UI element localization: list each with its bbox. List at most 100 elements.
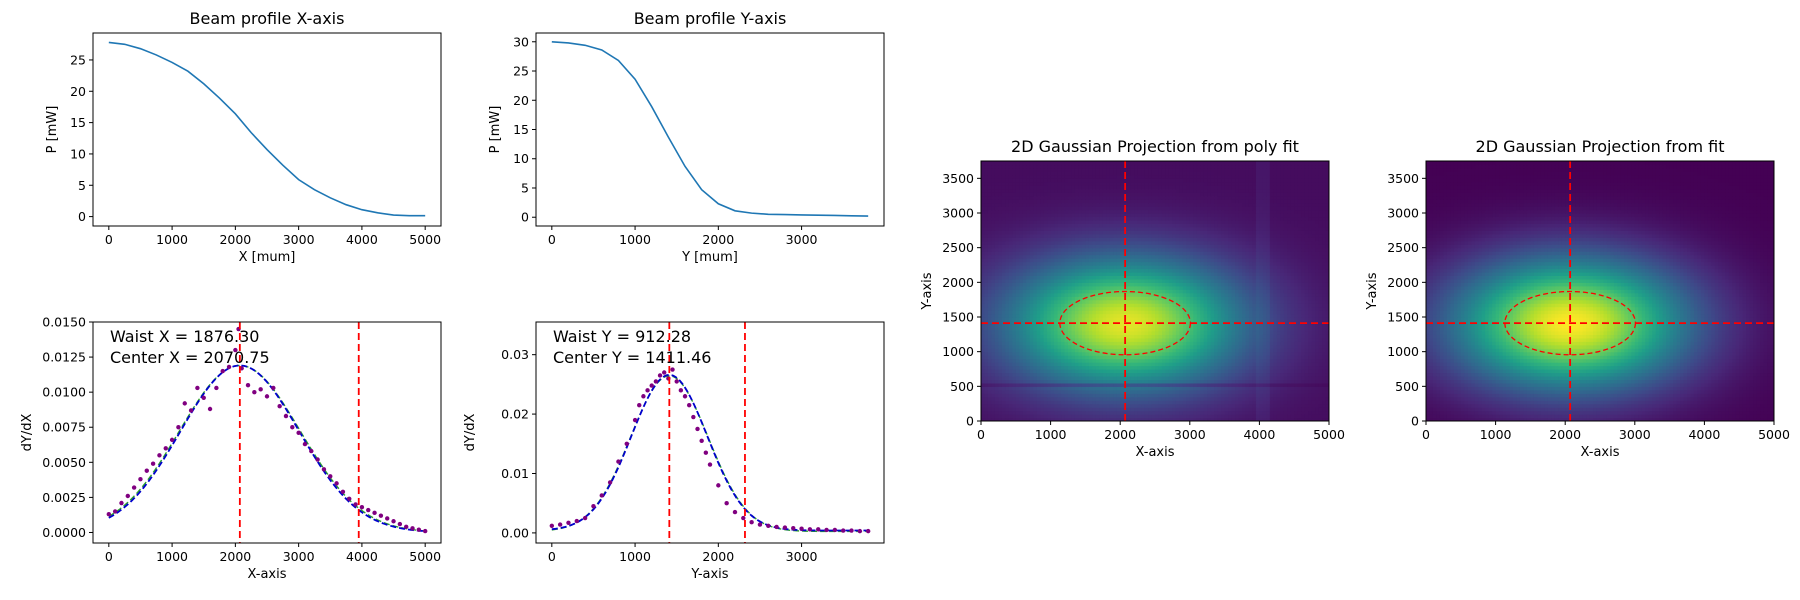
heatmap-cell [1238, 393, 1243, 398]
heatmap-cell [1221, 282, 1226, 287]
heatmap-cell [1238, 285, 1243, 290]
heatmap-cell [1050, 285, 1055, 290]
heatmap-cell [1294, 296, 1299, 301]
heatmap-cell [1283, 303, 1288, 308]
heatmap-cell [1092, 296, 1097, 301]
heatmap-cell [1231, 407, 1236, 412]
heatmap-cell [1161, 323, 1167, 328]
heatmap-cell [998, 265, 1003, 270]
heatmap-cell [1228, 341, 1233, 346]
heatmap-cell [1116, 407, 1121, 412]
heatmap-cell [1081, 410, 1086, 415]
heatmap-cell [1179, 407, 1184, 412]
heatmap-cell [1266, 407, 1271, 412]
heatmap-cell [1106, 351, 1111, 356]
heatmap-cell [1141, 337, 1146, 342]
heatmap-cell [1029, 358, 1034, 363]
heatmap-cell [1099, 296, 1104, 301]
heatmap-cell [991, 289, 996, 294]
heatmap-cell [1008, 275, 1013, 280]
heatmap-cell [1193, 265, 1198, 270]
heatmap-cell [1248, 299, 1254, 304]
heatmap-cell [994, 382, 999, 387]
heatmap-cell [1269, 271, 1274, 276]
heatmap-cell [1127, 403, 1132, 408]
heatmap-cell [1308, 348, 1313, 353]
heatmap-cell [1151, 386, 1156, 391]
heatmap-cell [1301, 355, 1306, 360]
data-point [841, 528, 846, 533]
heatmap-cell [1168, 310, 1173, 315]
heatmap-cell [1193, 299, 1198, 304]
heatmap-cell [1043, 375, 1048, 380]
heatmap-cell [1165, 296, 1170, 301]
heatmap-cell [1224, 358, 1229, 363]
heatmap-cell [1224, 396, 1229, 401]
heatmap-cell [1175, 330, 1180, 335]
heatmap-cell [1148, 410, 1153, 415]
heatmap-cell [1322, 327, 1327, 332]
heatmap-cell [1026, 327, 1031, 332]
heatmap-cell [1165, 271, 1170, 276]
heatmap-cell [1040, 351, 1045, 356]
heatmap-cell [1273, 389, 1278, 394]
plot-area [106, 322, 428, 543]
heatmap-cell [1210, 327, 1215, 332]
heatmap-cell [1078, 407, 1083, 412]
heatmap-cell [1001, 382, 1006, 387]
heatmap-cell [1207, 410, 1212, 415]
heatmap-cell [1245, 296, 1250, 301]
heatmap-cell [1322, 337, 1327, 342]
heatmap-cell [1040, 358, 1045, 363]
heatmap-cell [1175, 386, 1180, 391]
data-point [328, 474, 333, 479]
heatmap-cell [1109, 265, 1114, 270]
heatmap-cell [1158, 351, 1163, 356]
heatmap-cell [1175, 358, 1180, 363]
heatmap-cell [981, 275, 986, 280]
heatmap-cell [1242, 306, 1247, 311]
heatmap-cell [1008, 271, 1013, 276]
heatmap-cell [1033, 414, 1038, 419]
heatmap-cell [1144, 382, 1149, 387]
heatmap-cell [1290, 289, 1295, 294]
heatmap-cell [1179, 282, 1184, 287]
heatmap-cell [1269, 379, 1274, 384]
heatmap-cell [1182, 410, 1187, 415]
heatmap-cell [1001, 393, 1006, 398]
heatmap-cell [1092, 299, 1097, 304]
heatmap-cell [1231, 310, 1236, 315]
heatmap-cell [1311, 355, 1316, 360]
heatmap-cell [1301, 362, 1306, 367]
chart-title: Beam profile Y-axis [634, 9, 787, 28]
heatmap-cell [1040, 414, 1045, 419]
y-tick-label: 0 [78, 209, 86, 224]
heatmap-cell [1144, 407, 1149, 412]
heatmap-cell [1200, 278, 1205, 283]
heatmap-cell [1088, 289, 1093, 294]
heatmap-cell [1255, 407, 1260, 412]
heatmap-cell [1179, 317, 1184, 322]
heatmap-cell [987, 375, 993, 380]
heatmap-cell [1280, 348, 1285, 353]
heatmap-cell [1054, 414, 1059, 419]
heatmap-cell [1074, 355, 1080, 360]
heatmap-cell [1182, 351, 1187, 356]
heatmap-cell [1161, 317, 1167, 322]
heatmap-cell [1203, 341, 1208, 346]
heatmap-cell [1294, 414, 1299, 419]
heatmap-cell [1061, 265, 1066, 270]
heatmap-cell [981, 379, 986, 384]
heatmap-cell [1290, 344, 1295, 349]
plot-area [108, 41, 426, 217]
heatmap-cell [1047, 396, 1052, 401]
heatmap-cell [1029, 337, 1034, 342]
heatmap-cell [1207, 278, 1212, 283]
heatmap-cell [1137, 310, 1142, 315]
heatmap-cell [1005, 271, 1010, 276]
heatmap-cell [987, 327, 993, 332]
heatmap-cell [1019, 341, 1024, 346]
heatmap-cell [994, 265, 999, 270]
heatmap-cell [1255, 393, 1260, 398]
